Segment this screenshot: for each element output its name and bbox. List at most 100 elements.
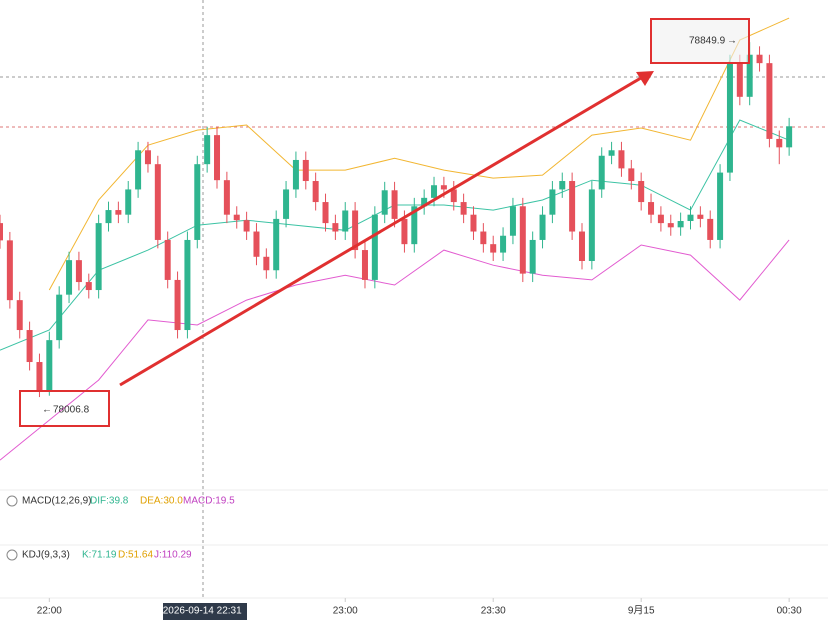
candle-body <box>756 54 763 64</box>
candle-body <box>697 214 704 219</box>
candle-body <box>500 235 507 253</box>
high-arrow: → <box>727 36 737 47</box>
eye-icon[interactable] <box>6 549 18 561</box>
candle-body <box>717 172 724 240</box>
candle-body <box>56 294 63 341</box>
candle-body <box>648 202 655 215</box>
crosshair-label-bg <box>163 603 247 620</box>
band-line <box>0 239 790 461</box>
candle-body <box>214 135 221 181</box>
candle-body <box>628 168 635 182</box>
high-box <box>650 18 750 64</box>
band-line <box>48 17 790 291</box>
low-box <box>19 390 110 427</box>
candle-body <box>75 260 82 283</box>
candle-body <box>292 159 299 190</box>
candle-body <box>736 63 743 97</box>
candle-body <box>0 223 3 241</box>
candle-body <box>588 189 595 261</box>
candle-body <box>223 180 230 215</box>
candle-body <box>657 214 664 224</box>
candle-body <box>618 150 625 169</box>
candle-body <box>371 214 378 280</box>
macd-dea: DEA:30.0 <box>140 496 183 507</box>
candle-body <box>164 239 171 280</box>
candle-body <box>578 231 585 261</box>
candle-body <box>490 244 497 253</box>
macd-dif: DIF:39.8 <box>90 496 129 507</box>
candle-body <box>549 189 556 215</box>
candle-body <box>569 181 576 232</box>
candle-body <box>509 206 516 236</box>
candle-body <box>184 239 191 331</box>
x-tick-label: 23:30 <box>481 606 506 617</box>
candle-body <box>243 220 250 232</box>
candle-body <box>687 214 694 222</box>
candle-body <box>283 189 290 219</box>
x-tick-label: 9月15 <box>628 605 655 617</box>
kdj-name: KDJ(9,3,3) <box>22 550 70 561</box>
candle-body <box>125 189 132 215</box>
plot-area <box>0 17 793 461</box>
candle-body <box>786 126 793 148</box>
candle-body <box>273 218 280 271</box>
candle-body <box>322 202 329 224</box>
candle-body <box>312 181 319 203</box>
candle-body <box>726 63 733 173</box>
candle-body <box>95 223 102 291</box>
candle-body <box>115 210 122 215</box>
candle-body <box>440 185 447 190</box>
candle-body <box>135 150 142 190</box>
candle-body <box>233 214 240 221</box>
candle-body <box>470 214 477 232</box>
candle-body <box>519 206 526 274</box>
candle-body <box>352 210 359 251</box>
candle-body <box>16 300 23 331</box>
candle-body <box>411 206 418 245</box>
candle-body <box>194 164 201 240</box>
eye-icon[interactable] <box>6 495 18 507</box>
candle-body <box>608 150 615 156</box>
candle-body <box>559 181 566 190</box>
candle-body <box>204 135 211 165</box>
candle-body <box>638 181 645 203</box>
low-arrow: ← <box>42 405 52 416</box>
candle-body <box>66 260 73 295</box>
candle-body <box>332 223 339 232</box>
candle-body <box>253 231 260 257</box>
kdj-d: D:51.64 <box>118 550 153 561</box>
candle-body <box>529 239 536 274</box>
candle-body <box>26 330 33 363</box>
candle-body <box>431 185 438 198</box>
candle-body <box>667 223 674 228</box>
candle-body <box>6 240 13 301</box>
candle-body <box>421 197 428 207</box>
trend-arrow <box>119 73 647 387</box>
candle-body <box>480 231 487 245</box>
candle-body <box>677 221 684 228</box>
candle-body <box>766 63 773 139</box>
candle-body <box>144 150 151 165</box>
candle-body <box>46 340 53 392</box>
crosshair-label: 2026-09-14 22:31 <box>163 606 242 617</box>
candle-body <box>539 214 546 240</box>
arrow-head <box>636 71 654 86</box>
candle-body <box>450 189 457 203</box>
candle-body <box>381 190 388 215</box>
candle-body <box>401 218 408 245</box>
candle-body <box>361 250 368 280</box>
candle-body <box>154 164 161 240</box>
kdj-j: J:110.29 <box>154 550 192 561</box>
candle-body <box>85 282 92 291</box>
candle-body <box>460 202 467 215</box>
candle-body <box>776 138 783 148</box>
x-tick-label: 22:00 <box>37 606 62 617</box>
candle-body <box>263 256 270 271</box>
candle-body <box>342 210 349 232</box>
low-label: 78006.8 <box>53 405 90 416</box>
high-label: 78849.9 <box>689 36 726 47</box>
macd-value: MACD:19.5 <box>183 496 235 507</box>
x-tick-label: 23:00 <box>333 606 358 617</box>
candle-body <box>391 190 398 219</box>
